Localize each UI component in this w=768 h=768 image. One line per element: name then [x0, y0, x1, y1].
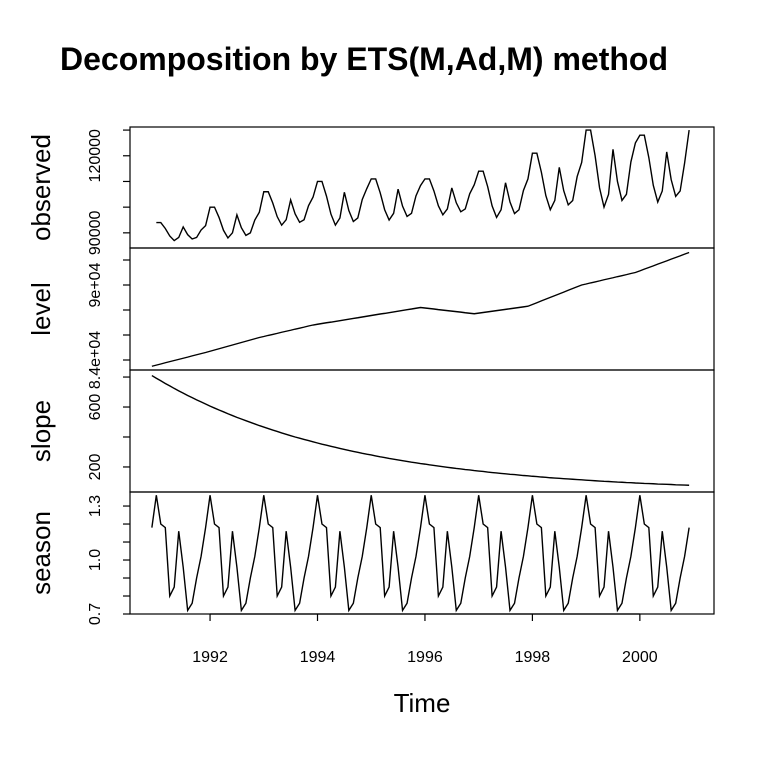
- y-tick-label: 120000: [87, 129, 104, 182]
- panel-frame: [129, 491, 715, 615]
- y-tick-label: 9e+04: [87, 262, 104, 307]
- x-tick-label: 2000: [622, 649, 658, 666]
- x-tick-label: 1996: [407, 649, 443, 666]
- series-line: [151, 495, 690, 613]
- x-tick-label: 1998: [515, 649, 551, 666]
- y-tick-label: 90000: [87, 210, 104, 255]
- y-tick-label: 1.3: [87, 495, 104, 517]
- x-tick-label: 1994: [300, 649, 336, 666]
- y-tick-label: 200: [87, 454, 104, 481]
- y-axis-title: level: [26, 282, 56, 335]
- x-axis-title: Time: [394, 688, 451, 718]
- chart-title: Decomposition by ETS(M,Ad,M) method: [60, 41, 668, 77]
- series-line: [156, 129, 690, 242]
- y-tick-label: 8.4e+04: [87, 331, 104, 389]
- y-tick-label: 600: [87, 394, 104, 421]
- series-line: [151, 251, 690, 367]
- y-tick-label: 1.0: [87, 549, 104, 571]
- y-axis-title: season: [26, 511, 56, 595]
- panel-frame: [129, 369, 715, 493]
- y-tick-label: 0.7: [87, 603, 104, 625]
- y-axis-title: observed: [26, 134, 56, 241]
- x-tick-label: 1992: [192, 649, 228, 666]
- panel-frame: [129, 247, 715, 371]
- y-axis-title: slope: [26, 400, 56, 462]
- series-line: [151, 374, 690, 486]
- panel-frame: [129, 126, 715, 249]
